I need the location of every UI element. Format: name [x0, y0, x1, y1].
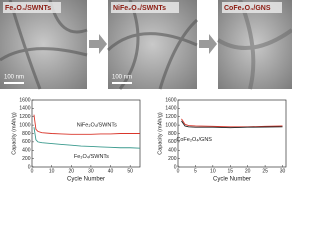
- y-tick-label: 1200: [165, 114, 176, 120]
- y-tick-label: 0: [174, 164, 177, 170]
- panel-label: Fe₃O₄/SWNTs: [5, 5, 51, 12]
- y-axis-label: Capacity (mAh/g): [157, 112, 163, 155]
- tem-image: [0, 0, 88, 90]
- x-tick-label: 30: [280, 168, 286, 174]
- y-tick-label: 0: [28, 164, 31, 170]
- y-tick-label: 1000: [165, 122, 176, 128]
- tem-image: [216, 0, 294, 90]
- y-tick-label: 1600: [19, 97, 30, 103]
- figure: Fe₃O₄/SWNTs 100 nm NiFe₂O₄/SWNTs 100 nm …: [0, 0, 294, 183]
- x-tick-label: 25: [262, 168, 268, 174]
- scale-bar: 100 nm: [4, 75, 24, 81]
- y-tick-label: 800: [168, 131, 177, 137]
- y-tick-label: 200: [168, 156, 177, 162]
- scale-bar: 100 nm: [112, 75, 132, 81]
- x-axis-label: Cycle Number: [213, 177, 251, 183]
- series-label: NiFe₂O₄/SWNTs: [77, 123, 117, 129]
- arrow: [199, 34, 217, 54]
- y-tick-label: 600: [22, 139, 31, 145]
- series-line: [181, 120, 283, 129]
- y-tick-label: 1600: [165, 97, 176, 103]
- panel-label: CoFe₂O₄/GNS: [224, 5, 271, 12]
- y-tick-label: 400: [168, 148, 177, 154]
- x-tick-label: 40: [108, 168, 114, 174]
- y-tick-label: 1400: [165, 106, 176, 112]
- panel-label: NiFe₂O₄/SWNTs: [113, 5, 166, 12]
- y-tick-label: 1400: [19, 106, 30, 112]
- x-tick-label: 15: [227, 168, 233, 174]
- x-tick-label: 20: [68, 168, 74, 174]
- arrow: [89, 34, 107, 54]
- x-tick-label: 20: [245, 168, 251, 174]
- y-tick-label: 600: [168, 139, 177, 145]
- x-tick-label: 0: [31, 168, 34, 174]
- x-axis-label: Cycle Number: [67, 177, 105, 183]
- y-tick-label: 1200: [19, 114, 30, 120]
- series-line: [181, 118, 283, 128]
- series-line: [33, 114, 140, 135]
- x-tick-label: 30: [88, 168, 94, 174]
- plot-frame: [177, 99, 287, 168]
- series-label: CoFe₂O₄/GNS: [176, 137, 212, 143]
- tem-image: [106, 0, 199, 90]
- x-tick-label: 50: [127, 168, 133, 174]
- series-label: Fe₃O₄/SWNTs: [74, 154, 109, 160]
- y-tick-label: 1000: [19, 122, 30, 128]
- series-line: [33, 127, 141, 149]
- y-tick-label: 200: [22, 156, 31, 162]
- x-tick-label: 5: [194, 168, 197, 174]
- y-tick-label: 800: [22, 131, 31, 137]
- x-tick-label: 0: [177, 168, 180, 174]
- x-tick-label: 10: [210, 168, 216, 174]
- y-tick-label: 400: [22, 148, 31, 154]
- y-axis-label: Capacity (mAh/g): [11, 112, 17, 155]
- x-tick-label: 10: [49, 168, 55, 174]
